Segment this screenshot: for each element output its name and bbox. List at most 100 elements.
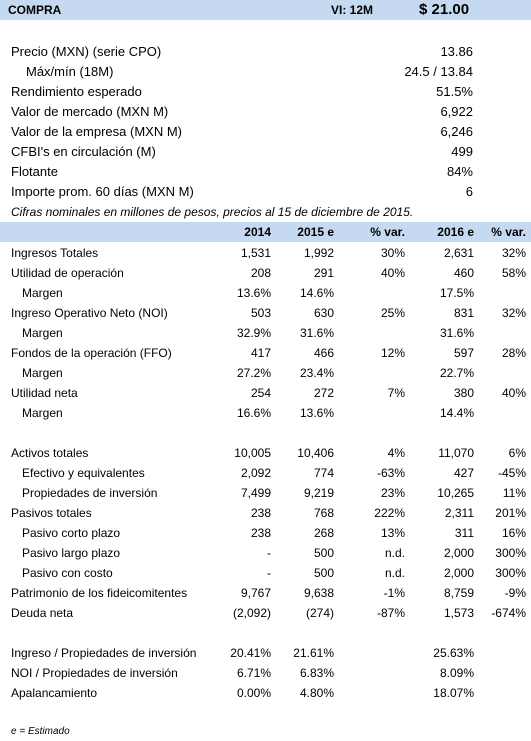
cell-2016e: 2,000	[443, 546, 474, 560]
cell-2014: 238	[250, 526, 271, 540]
row-label: Pasivo con costo	[22, 566, 113, 580]
summary-row: Importe prom. 60 días (MXN M) 6	[0, 182, 531, 202]
row-label: Ingresos Totales	[11, 246, 99, 260]
cell-var-2016: -45%	[497, 466, 526, 480]
summary-value: 499	[451, 144, 473, 159]
table-row: Utilidad de operación 208 291 40% 460 58%	[0, 264, 531, 284]
cell-2016e: 17.5%	[439, 286, 474, 300]
summary-label: CFBI's en circulación (M)	[11, 144, 156, 159]
summary-label: Importe prom. 60 días (MXN M)	[11, 184, 194, 199]
table-row: Fondos de la operación (FFO) 417 466 12% 597…	[0, 344, 531, 364]
cell-var-2016: 32%	[501, 306, 526, 320]
table-row: Pasivo con costo - 500 n.d. 2,000 300%	[0, 564, 531, 584]
target-price: $ 21.00	[419, 1, 470, 18]
cell-2016e: 8,759	[443, 586, 474, 600]
cell-2014: 10,005	[234, 446, 271, 460]
header-var-2016: % var.	[491, 225, 526, 239]
table-row: Activos totales 10,005 10,406 4% 11,070 6%	[0, 444, 531, 464]
table-row: Apalancamiento 0.00% 4.80% 18.07%	[0, 684, 531, 704]
table-row: NOI / Propiedades de inversión 6.71% 6.83%…	[0, 664, 531, 684]
table-row: Efectivo y equivalentes 2,092 774 -63% 427 -4…	[0, 464, 531, 484]
cell-var-2015: 30%	[380, 246, 405, 260]
row-label: Pasivo corto plazo	[22, 526, 121, 540]
cell-2014: 7,499	[240, 486, 271, 500]
row-label: Activos totales	[11, 446, 89, 460]
cell-var-2015: -63%	[376, 466, 405, 480]
cell-2014: 2,092	[240, 466, 271, 480]
row-label: Efectivo y equivalentes	[22, 466, 145, 480]
cell-var-2015: 23%	[380, 486, 405, 500]
cell-var-2015: 25%	[380, 306, 405, 320]
row-label: Margen	[22, 326, 63, 340]
cell-var-2016: 6%	[508, 446, 526, 460]
cell-var-2015: 7%	[387, 386, 405, 400]
cell-2015e: 14.6%	[299, 286, 334, 300]
summary-label: Flotante	[11, 164, 58, 179]
table-header-row: 2014 2015 e % var. 2016 e % var.	[0, 222, 531, 242]
cell-var-2016: 40%	[501, 386, 526, 400]
summary-label: Rendimiento esperado	[11, 84, 142, 99]
cell-2015e: 9,638	[303, 586, 334, 600]
summary-row: CFBI's en circulación (M) 499	[0, 142, 531, 162]
cell-2015e: 466	[313, 346, 334, 360]
summary-label: Valor de mercado (MXN M)	[11, 104, 169, 119]
cell-var-2015: -1%	[383, 586, 405, 600]
cell-2014: 238	[250, 506, 271, 520]
cell-2016e: 2,311	[444, 506, 474, 520]
table-row: Utilidad neta 254 272 7% 380 40%	[0, 384, 531, 404]
summary-row: Flotante 84%	[0, 162, 531, 182]
cell-2016e: 831	[453, 306, 474, 320]
cell-2016e: 25.63%	[433, 646, 474, 660]
cell-2016e: 10,265	[437, 486, 474, 500]
summary-row: Valor de la empresa (MXN M) 6,246	[0, 122, 531, 142]
row-label: Pasivo largo plazo	[22, 546, 121, 560]
header-var-2015: % var.	[370, 225, 405, 239]
cell-2016e: 18.07%	[433, 686, 474, 700]
cell-var-2016: 300%	[495, 566, 526, 580]
table-row: Propiedades de inversión 7,499 9,219 23% 10,…	[0, 484, 531, 504]
cell-2015e: 291	[313, 266, 334, 280]
cell-2015e: 272	[313, 386, 334, 400]
summary-value: 6,246	[440, 124, 473, 139]
cell-var-2015: n.d.	[384, 546, 405, 560]
cell-2014: 16.6%	[236, 406, 271, 420]
table-row	[0, 624, 531, 644]
cell-2015e: 21.61%	[293, 646, 334, 660]
cell-var-2015: n.d.	[384, 566, 405, 580]
table-row: Ingreso / Propiedades de inversión 20.41%…	[0, 644, 531, 664]
row-label: Ingreso Operativo Neto (NOI)	[11, 306, 168, 320]
cell-2015e: 500	[313, 566, 334, 580]
cell-var-2015: 222%	[374, 506, 405, 520]
table-row: Margen 13.6% 14.6% 17.5%	[0, 284, 531, 304]
row-label: Patrimonio de los fideicomitentes	[11, 586, 188, 600]
cell-2014: 208	[250, 266, 271, 280]
cell-2015e: 268	[313, 526, 334, 540]
header-2016e: 2016 e	[437, 225, 474, 239]
summary-row: Precio (MXN) (serie CPO) 13.86	[0, 42, 531, 62]
table-row: Pasivo largo plazo - 500 n.d. 2,000 300%	[0, 544, 531, 564]
cell-2014: 13.6%	[236, 286, 271, 300]
cell-2015e: 630	[313, 306, 334, 320]
table-row	[0, 424, 531, 444]
row-label: Deuda neta	[11, 606, 74, 620]
table-row: Deuda neta (2,092) (274) -87% 1,573 -674%	[0, 604, 531, 624]
row-label: Ingreso / Propiedades de inversión	[11, 646, 197, 660]
cell-2015e: 23.4%	[299, 366, 334, 380]
cell-var-2015: 4%	[387, 446, 405, 460]
cell-2015e: 768	[313, 506, 334, 520]
summary-value: 6	[465, 184, 473, 199]
cell-2016e: 22.7%	[439, 366, 474, 380]
summary-row: Valor de mercado (MXN M) 6,922	[0, 102, 531, 122]
summary-row: Máx/mín (18M) 24.5 / 13.84	[0, 62, 531, 82]
cell-var-2015: 40%	[380, 266, 405, 280]
cell-var-2016: -674%	[491, 606, 526, 620]
cell-var-2015: 12%	[380, 346, 405, 360]
cell-var-2016: 28%	[501, 346, 526, 360]
summary-label: Precio (MXN) (serie CPO)	[11, 44, 162, 59]
footnote: e = Estimado	[11, 726, 70, 737]
row-label: Propiedades de inversión	[22, 486, 158, 500]
cell-2015e: 6.83%	[299, 666, 334, 680]
cell-2015e: 13.6%	[299, 406, 334, 420]
cell-2014: 254	[250, 386, 271, 400]
cell-2015e: 1,992	[303, 246, 334, 260]
